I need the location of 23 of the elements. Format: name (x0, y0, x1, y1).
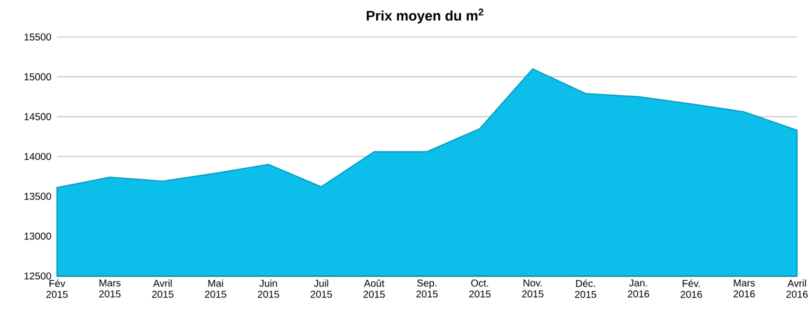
x-tick-label: Sep. 2015 (416, 280, 438, 298)
y-tick-label: 13500 (24, 192, 52, 200)
x-tick-label: Fév 2015 (46, 280, 68, 298)
x-tick-label: Oct. 2015 (469, 280, 491, 298)
x-tick-label: Mai 2015 (204, 280, 226, 298)
x-tick-label: Déc. 2015 (574, 280, 596, 298)
x-tick-label: Avril 2015 (152, 280, 174, 298)
x-tick-label: Fév. 2016 (680, 280, 702, 298)
y-tick-label: 13000 (24, 232, 52, 240)
y-tick-label: 12500 (24, 272, 52, 280)
x-tick-label: Nov. 2015 (522, 280, 544, 298)
x-tick-label: Jan. 2016 (628, 280, 650, 298)
x-tick-label: Mars 2016 (734, 280, 755, 298)
x-tick-label: Juin 2015 (258, 280, 280, 298)
x-tick-label: Août 2015 (364, 280, 385, 298)
y-tick-label: 15500 (24, 33, 52, 41)
chart-title: Prix moyen du m$^{2}$ (366, 8, 484, 24)
x-tick-label: Avril 2016 (786, 280, 808, 298)
x-tick-label: Juil 2015 (310, 280, 332, 298)
y-tick-label: 15000 (24, 73, 52, 80)
y-tick-label: 14500 (24, 113, 52, 120)
y-tick-label: 14000 (24, 152, 52, 160)
x-tick-label: Mars 2015 (99, 280, 121, 298)
